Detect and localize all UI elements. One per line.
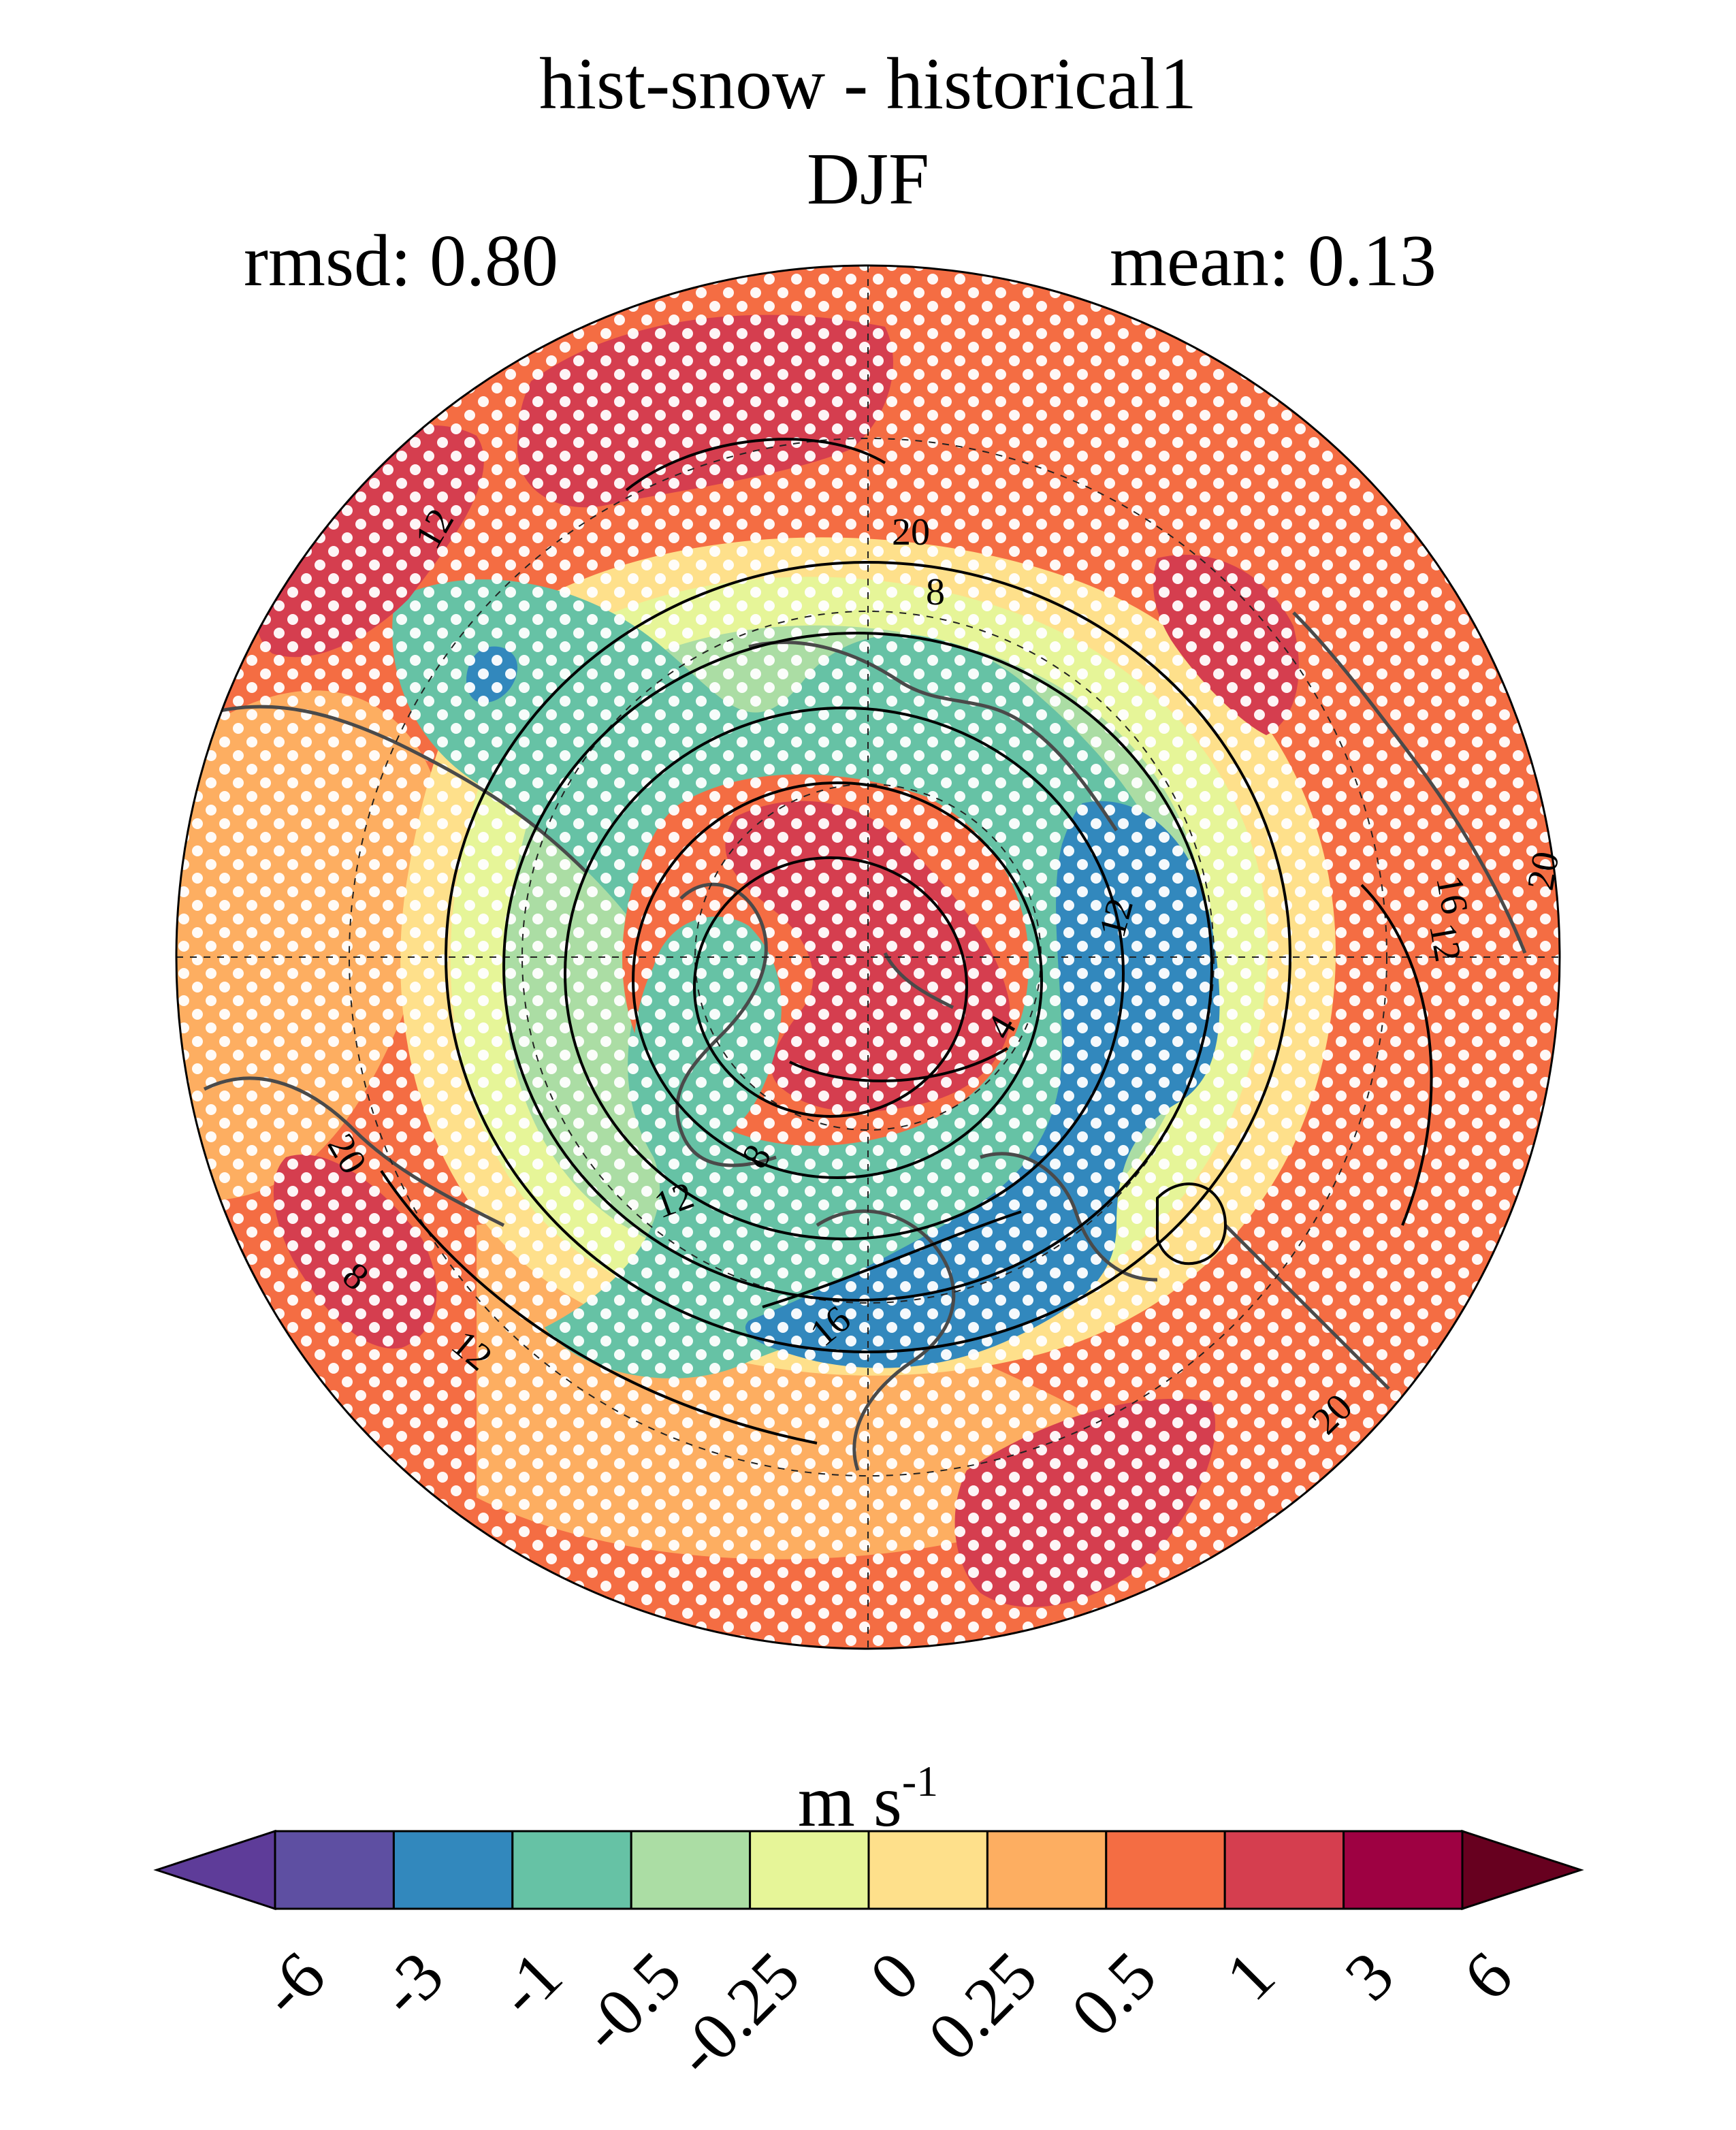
contour-label: 20 bbox=[1520, 848, 1568, 893]
contour-label: 12 bbox=[1421, 920, 1469, 965]
colorbar-cell bbox=[274, 1830, 395, 1910]
season-subtitle: DJF bbox=[806, 139, 930, 220]
colorbar-cell bbox=[511, 1830, 632, 1910]
colorbar-tick-label: 6 bbox=[1449, 1937, 1527, 2015]
units-label: m s-1 bbox=[0, 1760, 1736, 1839]
colorbar-cell bbox=[1343, 1830, 1464, 1910]
colorbar-tick-label: -1 bbox=[483, 1937, 577, 2031]
rmsd-label: rmsd: 0.80 bbox=[244, 221, 559, 302]
polar-map: 12 20 8 16 12 20 12 4 20 8 12 8 12 16 20 bbox=[175, 264, 1568, 1650]
contour-label: 16 bbox=[1428, 872, 1476, 917]
colorbar-tick-label: 0 bbox=[855, 1937, 933, 2015]
contour-label: 20 bbox=[892, 511, 930, 553]
colorbar-tick-label: -0.25 bbox=[660, 1937, 814, 2091]
mean-label: mean: 0.13 bbox=[1110, 221, 1436, 302]
colorbar-tick-label: 0.25 bbox=[914, 1937, 1052, 2075]
colorbar-cell bbox=[630, 1830, 752, 1910]
colorbar-tick-label: 0.5 bbox=[1057, 1937, 1171, 2051]
colorbar-extend-low bbox=[153, 1829, 276, 1911]
chart-title: hist-snow - historical1 bbox=[539, 44, 1197, 125]
map-fill bbox=[176, 265, 1560, 1649]
colorbar-cell bbox=[1223, 1830, 1345, 1910]
colorbar-cell bbox=[867, 1830, 988, 1910]
map-border bbox=[175, 264, 1561, 1650]
colorbar-frame bbox=[274, 1830, 1464, 1910]
colorbar-tick-label: 3 bbox=[1330, 1937, 1408, 2015]
colorbar bbox=[153, 1829, 1584, 1911]
units-main: m s bbox=[797, 1761, 902, 1842]
units-exponent: -1 bbox=[901, 1757, 939, 1805]
colorbar-cell bbox=[986, 1830, 1108, 1910]
contour-lines bbox=[380, 438, 1433, 1445]
colorbar-tick-label: 1 bbox=[1211, 1937, 1289, 2015]
colorbar-tick-label: -6 bbox=[245, 1937, 340, 2031]
colorbar-cell bbox=[1105, 1830, 1226, 1910]
colorbar-tick-label: -3 bbox=[364, 1937, 458, 2031]
significance-stipple bbox=[176, 265, 1560, 1649]
colorbar-extend-high bbox=[1461, 1829, 1584, 1911]
colorbar-cell bbox=[749, 1830, 870, 1910]
colorbar-cell bbox=[392, 1830, 514, 1910]
contour-label: 8 bbox=[926, 571, 945, 613]
